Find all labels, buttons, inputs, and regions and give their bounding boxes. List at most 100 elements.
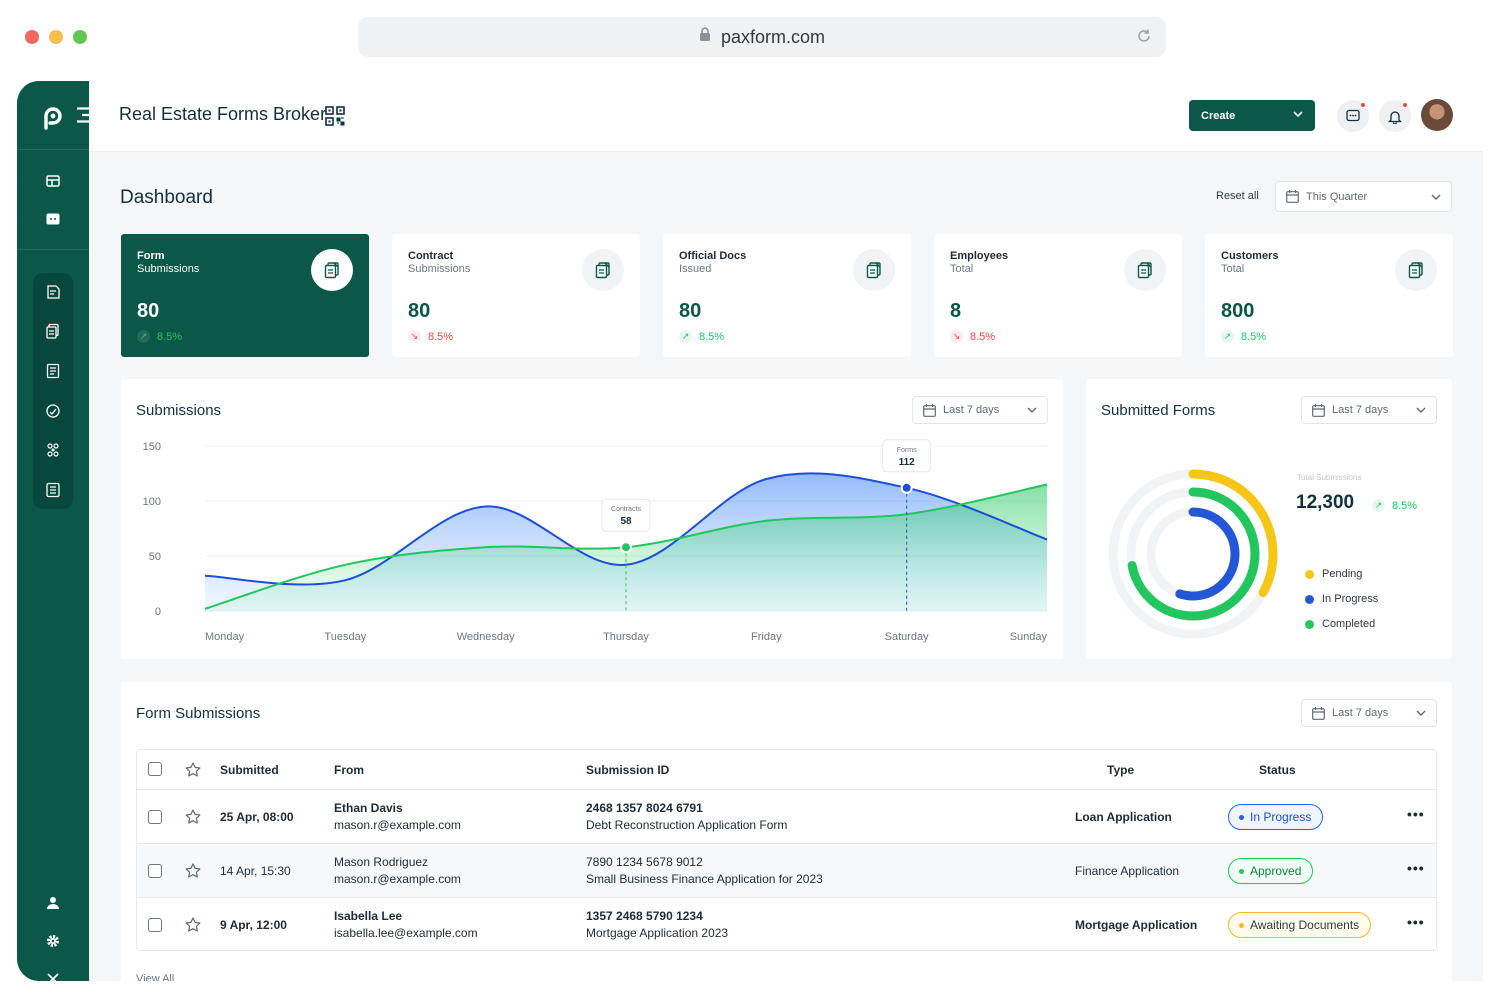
- row-checkbox[interactable]: [148, 810, 162, 824]
- stat-value: 8: [950, 300, 962, 322]
- total-submissions-change: ↗ 8.5%: [1372, 499, 1417, 512]
- stat-card[interactable]: Contract Submissions 80 ↘ 8.5%: [392, 234, 640, 357]
- document-icon: [582, 249, 624, 291]
- annotation-point[interactable]: [900, 481, 913, 494]
- annotation-label: Contracts: [611, 506, 641, 513]
- table-row[interactable]: 9 Apr, 12:00 Isabella Lee isabella.lee@e…: [137, 898, 1436, 950]
- calendar-icon: [1312, 707, 1325, 720]
- user-icon: [47, 897, 59, 909]
- stat-value: 80: [408, 300, 431, 322]
- stat-card[interactable]: Employees Total 8 ↘ 8.5%: [934, 234, 1182, 357]
- paxform-logo-icon[interactable]: [39, 103, 67, 136]
- address-bar[interactable]: paxform.com: [358, 17, 1166, 57]
- sidebar-item-settings[interactable]: [41, 929, 65, 953]
- stat-value: 80: [137, 300, 160, 322]
- stat-subtitle: Submissions: [408, 263, 471, 275]
- table-row[interactable]: 14 Apr, 15:30 Mason Rodriguez mason.r@ex…: [137, 844, 1436, 898]
- annotation-tooltip: [601, 498, 651, 532]
- document-icon: [1124, 249, 1166, 291]
- column-header-status[interactable]: Status: [1259, 763, 1296, 777]
- sidebar-item-team[interactable]: [41, 438, 65, 462]
- app-title: Real Estate Forms Broker: [119, 104, 327, 124]
- sender-email: mason.r@example.com: [334, 818, 461, 832]
- sidebar-item-dashboard[interactable]: [41, 169, 65, 193]
- view-all-link[interactable]: View All: [136, 973, 175, 981]
- sidebar-item-reports[interactable]: [41, 478, 65, 502]
- contract-icon: [46, 404, 60, 418]
- select-all-checkbox[interactable]: [148, 762, 162, 776]
- annotation-tooltip: [882, 439, 932, 473]
- legend-dot: [1305, 619, 1314, 629]
- sidebar-item-tools[interactable]: [41, 967, 65, 981]
- row-checkbox[interactable]: [148, 918, 162, 932]
- create-button[interactable]: Create: [1189, 100, 1315, 131]
- submissions-range-select[interactable]: Last 7 days: [912, 396, 1048, 424]
- y-tick-label: 0: [155, 606, 161, 618]
- stat-card[interactable]: Form Submissions 80 ↗ 8.5%: [121, 234, 369, 357]
- sender-name: Isabella Lee: [334, 909, 403, 923]
- calendar-icon: [923, 404, 936, 417]
- window-minimize-button[interactable]: [49, 30, 63, 44]
- report-icon: [46, 482, 60, 498]
- reset-all-link[interactable]: Reset all: [1216, 190, 1259, 202]
- column-header-submission-id[interactable]: Submission ID: [586, 763, 670, 777]
- annotation-value: 112: [899, 457, 916, 468]
- annotation-point[interactable]: [620, 541, 632, 554]
- stat-subtitle: Issued: [679, 263, 712, 275]
- period-select-value: This Quarter: [1306, 190, 1368, 203]
- period-select[interactable]: This Quarter: [1275, 181, 1452, 212]
- hamburger-menu-icon[interactable]: [77, 107, 99, 128]
- sidebar-item-messages[interactable]: [41, 207, 65, 231]
- stat-title: Official Docs: [679, 250, 747, 262]
- sidebar-item-forms[interactable]: [41, 280, 65, 304]
- star-icon[interactable]: [185, 809, 201, 824]
- x-tick-label: Sunday: [1010, 631, 1048, 643]
- stat-change: ↗ 8.5%: [1221, 330, 1266, 343]
- window-maximize-button[interactable]: [73, 30, 87, 44]
- legend-item: In Progress: [1305, 593, 1378, 605]
- submissions-panel: Submissions Last 7 days 0 50 100 150 Monday T…: [121, 379, 1063, 659]
- status-dot: [1239, 922, 1244, 928]
- column-header-type[interactable]: Type: [1107, 763, 1135, 777]
- document-icon: [1395, 249, 1437, 291]
- ring-arc-completed: [1126, 487, 1260, 621]
- qr-code-icon[interactable]: [325, 106, 345, 131]
- sidebar-divider: [17, 249, 89, 250]
- stat-title: Employees: [950, 250, 1009, 262]
- y-tick-label: 100: [143, 496, 161, 508]
- star-icon[interactable]: [185, 917, 201, 932]
- star-icon[interactable]: [185, 863, 201, 878]
- submitted-forms-range-select[interactable]: Last 7 days: [1301, 396, 1437, 424]
- sidebar-item-contracts[interactable]: [41, 399, 65, 423]
- sidebar-item-submissions[interactable]: [41, 319, 65, 343]
- more-options-icon[interactable]: •••: [1407, 860, 1425, 876]
- sender-name: Mason Rodriguez: [334, 855, 429, 869]
- sidebar-item-profile[interactable]: [41, 891, 65, 915]
- column-header-submitted[interactable]: Submitted: [220, 763, 279, 777]
- form-name: Debt Reconstruction Application Form: [586, 818, 788, 832]
- star-icon[interactable]: [185, 762, 201, 777]
- notifications-button[interactable]: [1379, 100, 1411, 132]
- sidebar-forms-group: [33, 273, 73, 509]
- notification-dot: [1402, 102, 1408, 108]
- form-submissions-range-select[interactable]: Last 7 days: [1301, 699, 1437, 727]
- table-row[interactable]: 25 Apr, 08:00 Ethan Davis mason.r@exampl…: [137, 790, 1436, 844]
- column-header-from[interactable]: From: [334, 763, 364, 777]
- sidebar-item-documents[interactable]: [41, 359, 65, 383]
- stat-card[interactable]: Official Docs Issued 80 ↗ 8.5%: [663, 234, 911, 357]
- user-avatar[interactable]: [1421, 99, 1453, 131]
- y-tick-label: 50: [149, 551, 161, 563]
- chevron-down-icon: [1027, 407, 1037, 413]
- submitted-date: 14 Apr, 15:30: [220, 864, 291, 878]
- row-checkbox[interactable]: [148, 864, 162, 878]
- more-options-icon[interactable]: •••: [1407, 914, 1425, 930]
- window-close-button[interactable]: [25, 30, 39, 44]
- more-options-icon[interactable]: •••: [1407, 806, 1425, 822]
- reload-icon[interactable]: [1136, 28, 1152, 49]
- calendar-icon: [1312, 404, 1325, 417]
- lock-icon: [699, 27, 711, 47]
- x-tick-label: Tuesday: [324, 631, 366, 643]
- documents-icon: [46, 323, 59, 339]
- chat-button[interactable]: [1337, 100, 1369, 132]
- stat-card[interactable]: Customers Total 800 ↗ 8.5%: [1205, 234, 1453, 357]
